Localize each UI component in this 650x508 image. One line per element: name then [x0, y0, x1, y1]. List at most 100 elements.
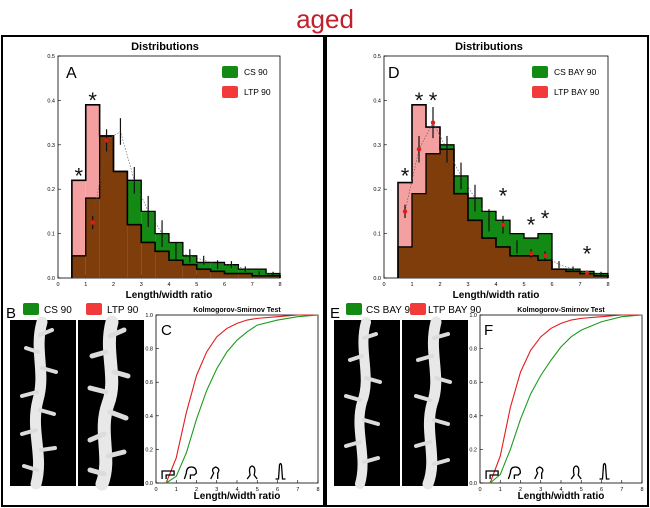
spine-shape-icon — [161, 470, 175, 479]
y-tick-label: 0.4 — [373, 98, 381, 104]
x-tick-label: 7 — [251, 282, 254, 288]
y-tick-label: 0.3 — [373, 143, 381, 149]
x-tick-label: 6 — [600, 487, 603, 493]
y-tick-label: 1.0 — [469, 313, 477, 319]
hist-overlap-bar — [468, 220, 482, 278]
y-tick-label: 0.1 — [373, 232, 381, 238]
y-tick-label: 1.0 — [145, 313, 153, 319]
x-tick-label: 0 — [56, 282, 59, 288]
hist-overlap-bar — [155, 251, 169, 278]
mean-marker — [90, 220, 95, 225]
cdf-chart-c: 0 1 2 3 4 5 6 7 8 0.0 0.2 0.4 0.6 0.8 1.0 Kolmogorov-Sm… — [145, 307, 319, 502]
cdf-cs-line — [489, 314, 643, 484]
cs-bay-legend-label: CS BAY 90 — [366, 305, 416, 316]
legend-swatch-cs — [222, 66, 238, 78]
hist-overlap-bar — [426, 153, 440, 278]
hist-excess-bar — [85, 104, 100, 199]
legend-swatch-cs — [532, 66, 548, 78]
hist-overlap-bar — [440, 149, 454, 278]
mean-marker — [430, 120, 436, 125]
mean-marker — [104, 138, 109, 143]
ltp-series-outline — [397, 104, 609, 278]
significance-star: * — [88, 88, 97, 113]
y-tick-label: 0.0 — [47, 276, 55, 282]
hist-overlap-bar — [113, 171, 128, 278]
y-tick-label: 0.2 — [145, 447, 153, 453]
y-tick-label: 0.2 — [469, 447, 477, 453]
right-panel-title: Distributions — [455, 41, 523, 53]
x-axis-label: Length/width ratio — [126, 290, 213, 301]
x-tick-label: 3 — [539, 487, 542, 493]
hist-overlap-bar — [566, 271, 580, 278]
hist-overlap-bar — [71, 255, 86, 278]
cdf-chart-f: 0 1 2 3 4 5 6 7 8 0.0 0.2 0.4 0.6 0.8 1.0 Kolmogorov-Sm… — [469, 307, 643, 502]
x-tick-label: 5 — [256, 487, 259, 493]
x-tick-label: 1 — [84, 282, 87, 288]
hist-overlap-bar — [196, 269, 211, 278]
spine-shape-icon — [570, 465, 582, 480]
x-tick-label: 7 — [620, 487, 623, 493]
ltp-bay-spines — [414, 332, 452, 466]
ltp-mean-line — [92, 131, 274, 274]
legend-label-cs: CS BAY 90 — [554, 67, 596, 77]
cdf-ltp-line — [489, 314, 642, 484]
x-tick-label: 0 — [154, 487, 157, 493]
y-tick-label: 0.4 — [47, 98, 55, 104]
y-tick-label: 0.0 — [373, 276, 381, 282]
significance-star: * — [75, 164, 84, 189]
spine-shape-icon — [485, 470, 499, 479]
mean-marker — [402, 209, 408, 214]
hist-excess-bar — [71, 180, 86, 256]
legend-label-cs: CS 90 — [244, 67, 268, 77]
hist-overlap-bar — [552, 269, 566, 278]
significance-star: * — [415, 88, 424, 113]
y-tick-label: 0.1 — [47, 232, 55, 238]
hist-overlap-bar — [482, 238, 496, 278]
hist-overlap-bar — [524, 255, 538, 278]
x-tick-label: 7 — [578, 282, 581, 288]
spine-shape-icon — [246, 465, 258, 480]
hist-overlap-bar — [266, 275, 280, 278]
y-tick-label: 0.2 — [47, 187, 55, 193]
cs-legend-swatch — [23, 303, 39, 315]
cs-bay-dendrite — [354, 317, 371, 489]
mean-marker — [584, 270, 590, 275]
spine-shape-icon — [183, 466, 198, 480]
figure-title: aged — [296, 4, 354, 34]
ltp-legend-label: LTP 90 — [107, 305, 139, 316]
x-tick-label: 8 — [278, 282, 281, 288]
y-tick-label: 0.5 — [47, 54, 55, 60]
right-micrographs — [334, 316, 468, 490]
hist-overlap-bar — [210, 271, 225, 278]
cs-series-outline — [397, 144, 609, 278]
x-tick-label: 7 — [296, 487, 299, 493]
cs-series-outline — [71, 135, 281, 278]
y-tick-label: 0.2 — [373, 187, 381, 193]
cdf-title: Kolmogorov-Smirnov Test — [193, 307, 281, 314]
ltp-spines — [87, 327, 131, 477]
panel-letter-a: A — [66, 65, 77, 82]
x-tick-label: 1 — [499, 487, 502, 493]
x-tick-label: 4 — [494, 282, 497, 288]
legend-swatch-ltp — [532, 86, 548, 98]
hist-excess-bar — [224, 264, 239, 274]
spine-shape-icon — [534, 466, 544, 480]
x-tick-label: 0 — [478, 487, 481, 493]
x-tick-label: 1 — [410, 282, 413, 288]
y-tick-label: 0.4 — [469, 414, 477, 420]
hist-overlap-bar — [252, 275, 267, 278]
hist-overlap-bar — [496, 246, 510, 278]
hist-overlap-bar — [127, 224, 142, 278]
spine-shape-icon — [507, 466, 522, 480]
x-tick-label: 2 — [438, 282, 441, 288]
cdf-x-axis-label: Length/width ratio — [194, 491, 281, 502]
legend-label-ltp: LTP BAY 90 — [554, 87, 599, 97]
x-axis-label: Length/width ratio — [453, 290, 540, 301]
significance-star: * — [429, 88, 438, 113]
cdf-ltp-line — [165, 314, 318, 484]
hist-overlap-bar — [594, 275, 608, 278]
hist-overlap-bar — [224, 273, 239, 278]
x-tick-label: 6 — [223, 282, 226, 288]
x-tick-label: 5 — [580, 487, 583, 493]
